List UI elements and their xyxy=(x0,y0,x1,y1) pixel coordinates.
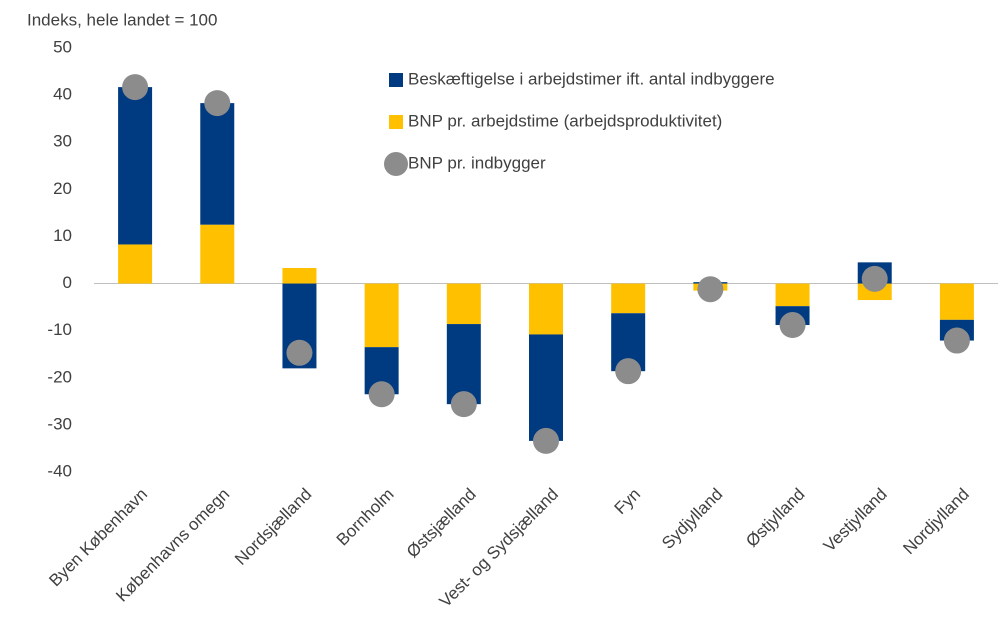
bar xyxy=(118,87,153,245)
point xyxy=(450,391,477,418)
bar xyxy=(364,283,399,348)
point xyxy=(533,427,559,454)
legend-label: BNP pr. indbygger xyxy=(408,153,546,172)
y-axis-label: Indeks, hele landet = 100 xyxy=(27,10,217,29)
x-tick-label: Nordjylland xyxy=(899,485,973,559)
x-tick-label: Nordsjælland xyxy=(231,485,315,569)
legend-label: BNP pr. arbejdstime (arbejdsproduktivite… xyxy=(408,111,722,130)
bar xyxy=(611,283,646,314)
x-tick-label: Fyn xyxy=(611,485,644,518)
point xyxy=(204,90,231,117)
x-tick-label: Østsjælland xyxy=(403,485,480,562)
y-tick-label: -40 xyxy=(47,461,72,480)
x-tick-label: Sydjylland xyxy=(658,485,726,553)
x-tick-label: Bornholm xyxy=(333,485,398,550)
legend-swatch xyxy=(389,115,403,129)
y-tick-label: 0 xyxy=(63,273,72,292)
x-tick-label: Østjylland xyxy=(742,485,808,551)
bar xyxy=(446,324,481,405)
point xyxy=(286,339,313,366)
x-tick-label: Vestjylland xyxy=(820,485,891,556)
point xyxy=(368,381,395,408)
y-tick-label: -20 xyxy=(47,367,72,386)
y-tick-label: 10 xyxy=(53,226,72,245)
bar xyxy=(446,283,481,325)
bar xyxy=(282,268,317,284)
bar xyxy=(529,283,563,335)
point xyxy=(779,312,806,339)
point xyxy=(861,265,888,292)
point xyxy=(615,358,642,385)
point xyxy=(943,327,970,354)
y-tick-label: 50 xyxy=(53,37,72,56)
bar xyxy=(200,103,235,225)
bar xyxy=(118,244,153,284)
point xyxy=(697,276,724,303)
y-tick-label: 20 xyxy=(53,179,72,198)
y-tick-label: -30 xyxy=(47,414,72,433)
bar xyxy=(200,224,235,284)
point xyxy=(122,74,149,101)
y-tick-label: 30 xyxy=(53,132,72,151)
legend-swatch xyxy=(389,73,403,87)
bar xyxy=(775,283,810,307)
bar xyxy=(939,283,974,320)
bar xyxy=(529,334,563,441)
y-tick-label: 40 xyxy=(53,85,72,104)
legend-label: Beskæftigelse i arbejdstimer ift. antal … xyxy=(408,69,775,88)
y-tick-label: -10 xyxy=(47,320,72,339)
legend-swatch xyxy=(384,152,408,176)
